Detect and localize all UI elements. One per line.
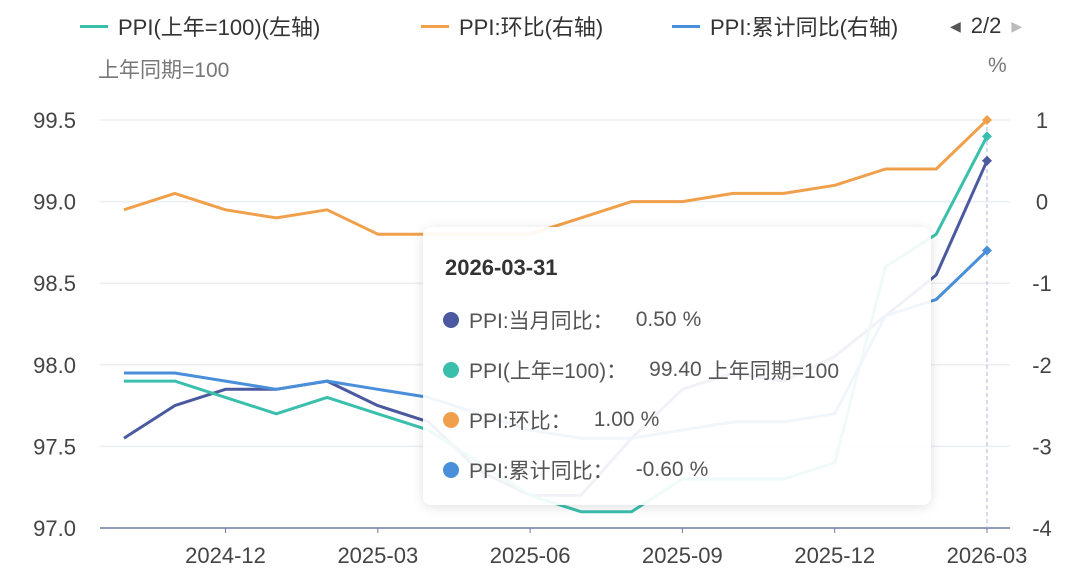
left-axis-tick-label: 99.0 [33, 190, 76, 215]
series-dot-icon [443, 462, 459, 478]
x-axis-tick-label: 2026-03 [947, 543, 1028, 568]
tooltip-value: 1.00 [593, 408, 635, 431]
tooltip-label: PPI(上年=100)： [469, 360, 628, 383]
legend-label: PPI:累计同比(右轴) [710, 15, 899, 40]
x-axis-tick-label: 2025-06 [490, 543, 571, 568]
tooltip-unit: % [640, 408, 660, 431]
series-line-ppi- [123, 118, 989, 236]
data-point-diamond-marker [982, 155, 992, 166]
legend-line-icon [80, 24, 108, 28]
tooltip-unit: % [689, 458, 709, 481]
right-axis-title: % [988, 54, 1007, 77]
data-point-diamond-marker [982, 245, 992, 256]
legend-label: PPI(上年=100)(左轴) [118, 15, 321, 40]
right-axis-tick-label: -2 [1032, 353, 1052, 378]
legend-item-ppi-cumulative[interactable]: PPI:累计同比(右轴) [672, 10, 898, 42]
data-point-diamond-marker [982, 131, 992, 142]
series-dot-icon [443, 412, 459, 428]
left-axis-tick-label: 97.0 [33, 516, 76, 541]
x-axis-tick-label: 2024-12 [185, 543, 266, 568]
tooltip-value: 0.50 [635, 308, 677, 331]
left-axis-tick-label: 99.5 [33, 108, 76, 133]
tooltip-value: -0.60 [635, 458, 684, 481]
data-point-diamond-marker [982, 115, 992, 125]
tooltip-row: PPI:当月同比： 0.50 % [443, 305, 701, 335]
left-axis-tick-label: 98.5 [33, 271, 76, 296]
right-axis-tick-label: -1 [1032, 271, 1052, 296]
tooltip-date: 2026-03-31 [445, 255, 558, 280]
tooltip-row: PPI(上年=100)： 99.40 上年同期=100 [443, 355, 839, 385]
triangle-left-icon[interactable]: ◀ [950, 17, 961, 34]
legend-item-ppi-index[interactable]: PPI(上年=100)(左轴) [80, 10, 320, 42]
tooltip-label: PPI:累计同比： [469, 460, 614, 483]
tooltip-unit: % [682, 308, 702, 331]
chart-legend: PPI(上年=100)(左轴) PPI:环比(右轴) PPI:累计同比(右轴) … [0, 10, 1080, 42]
x-axis-tick-label: 2025-12 [794, 543, 875, 568]
right-axis-tick-label: 0 [1036, 190, 1048, 215]
legend-line-icon [421, 24, 449, 28]
triangle-right-icon[interactable]: ▶ [1011, 17, 1023, 34]
right-axis-tick-label: -3 [1032, 434, 1052, 459]
tooltip-value: 99.40 [649, 358, 702, 381]
tooltip: 2026-03-31 PPI:当月同比： 0.50 % PPI(上年=100)：… [423, 227, 931, 505]
tooltip-row: PPI:环比： 1.00 % [443, 405, 659, 435]
legend-page-indicator: 2/2 [970, 13, 1002, 38]
tooltip-row: PPI:累计同比： -0.60 % [443, 455, 708, 485]
legend-item-ppi-mom[interactable]: PPI:环比(右轴) [421, 10, 603, 42]
right-axis-tick-label: 1 [1036, 108, 1048, 133]
x-axis-tick-label: 2025-09 [642, 543, 723, 568]
tooltip-unit: 上年同期=100 [707, 360, 840, 383]
legend-label: PPI:环比(右轴) [459, 15, 604, 40]
tooltip-label: PPI:环比： [469, 410, 572, 433]
legend-pager: ◀ 2/2 ▶ [940, 10, 1032, 42]
legend-line-icon [672, 24, 700, 28]
right-axis-tick-label: -4 [1032, 516, 1052, 541]
left-axis-title: 上年同期=100 [98, 59, 230, 82]
series-dot-icon [443, 362, 459, 378]
series-dot-icon [443, 312, 459, 328]
left-axis-tick-label: 98.0 [33, 353, 76, 378]
left-axis-tick-label: 97.5 [33, 434, 76, 459]
x-axis-tick-label: 2025-03 [337, 543, 418, 568]
tooltip-label: PPI:当月同比： [469, 310, 614, 333]
